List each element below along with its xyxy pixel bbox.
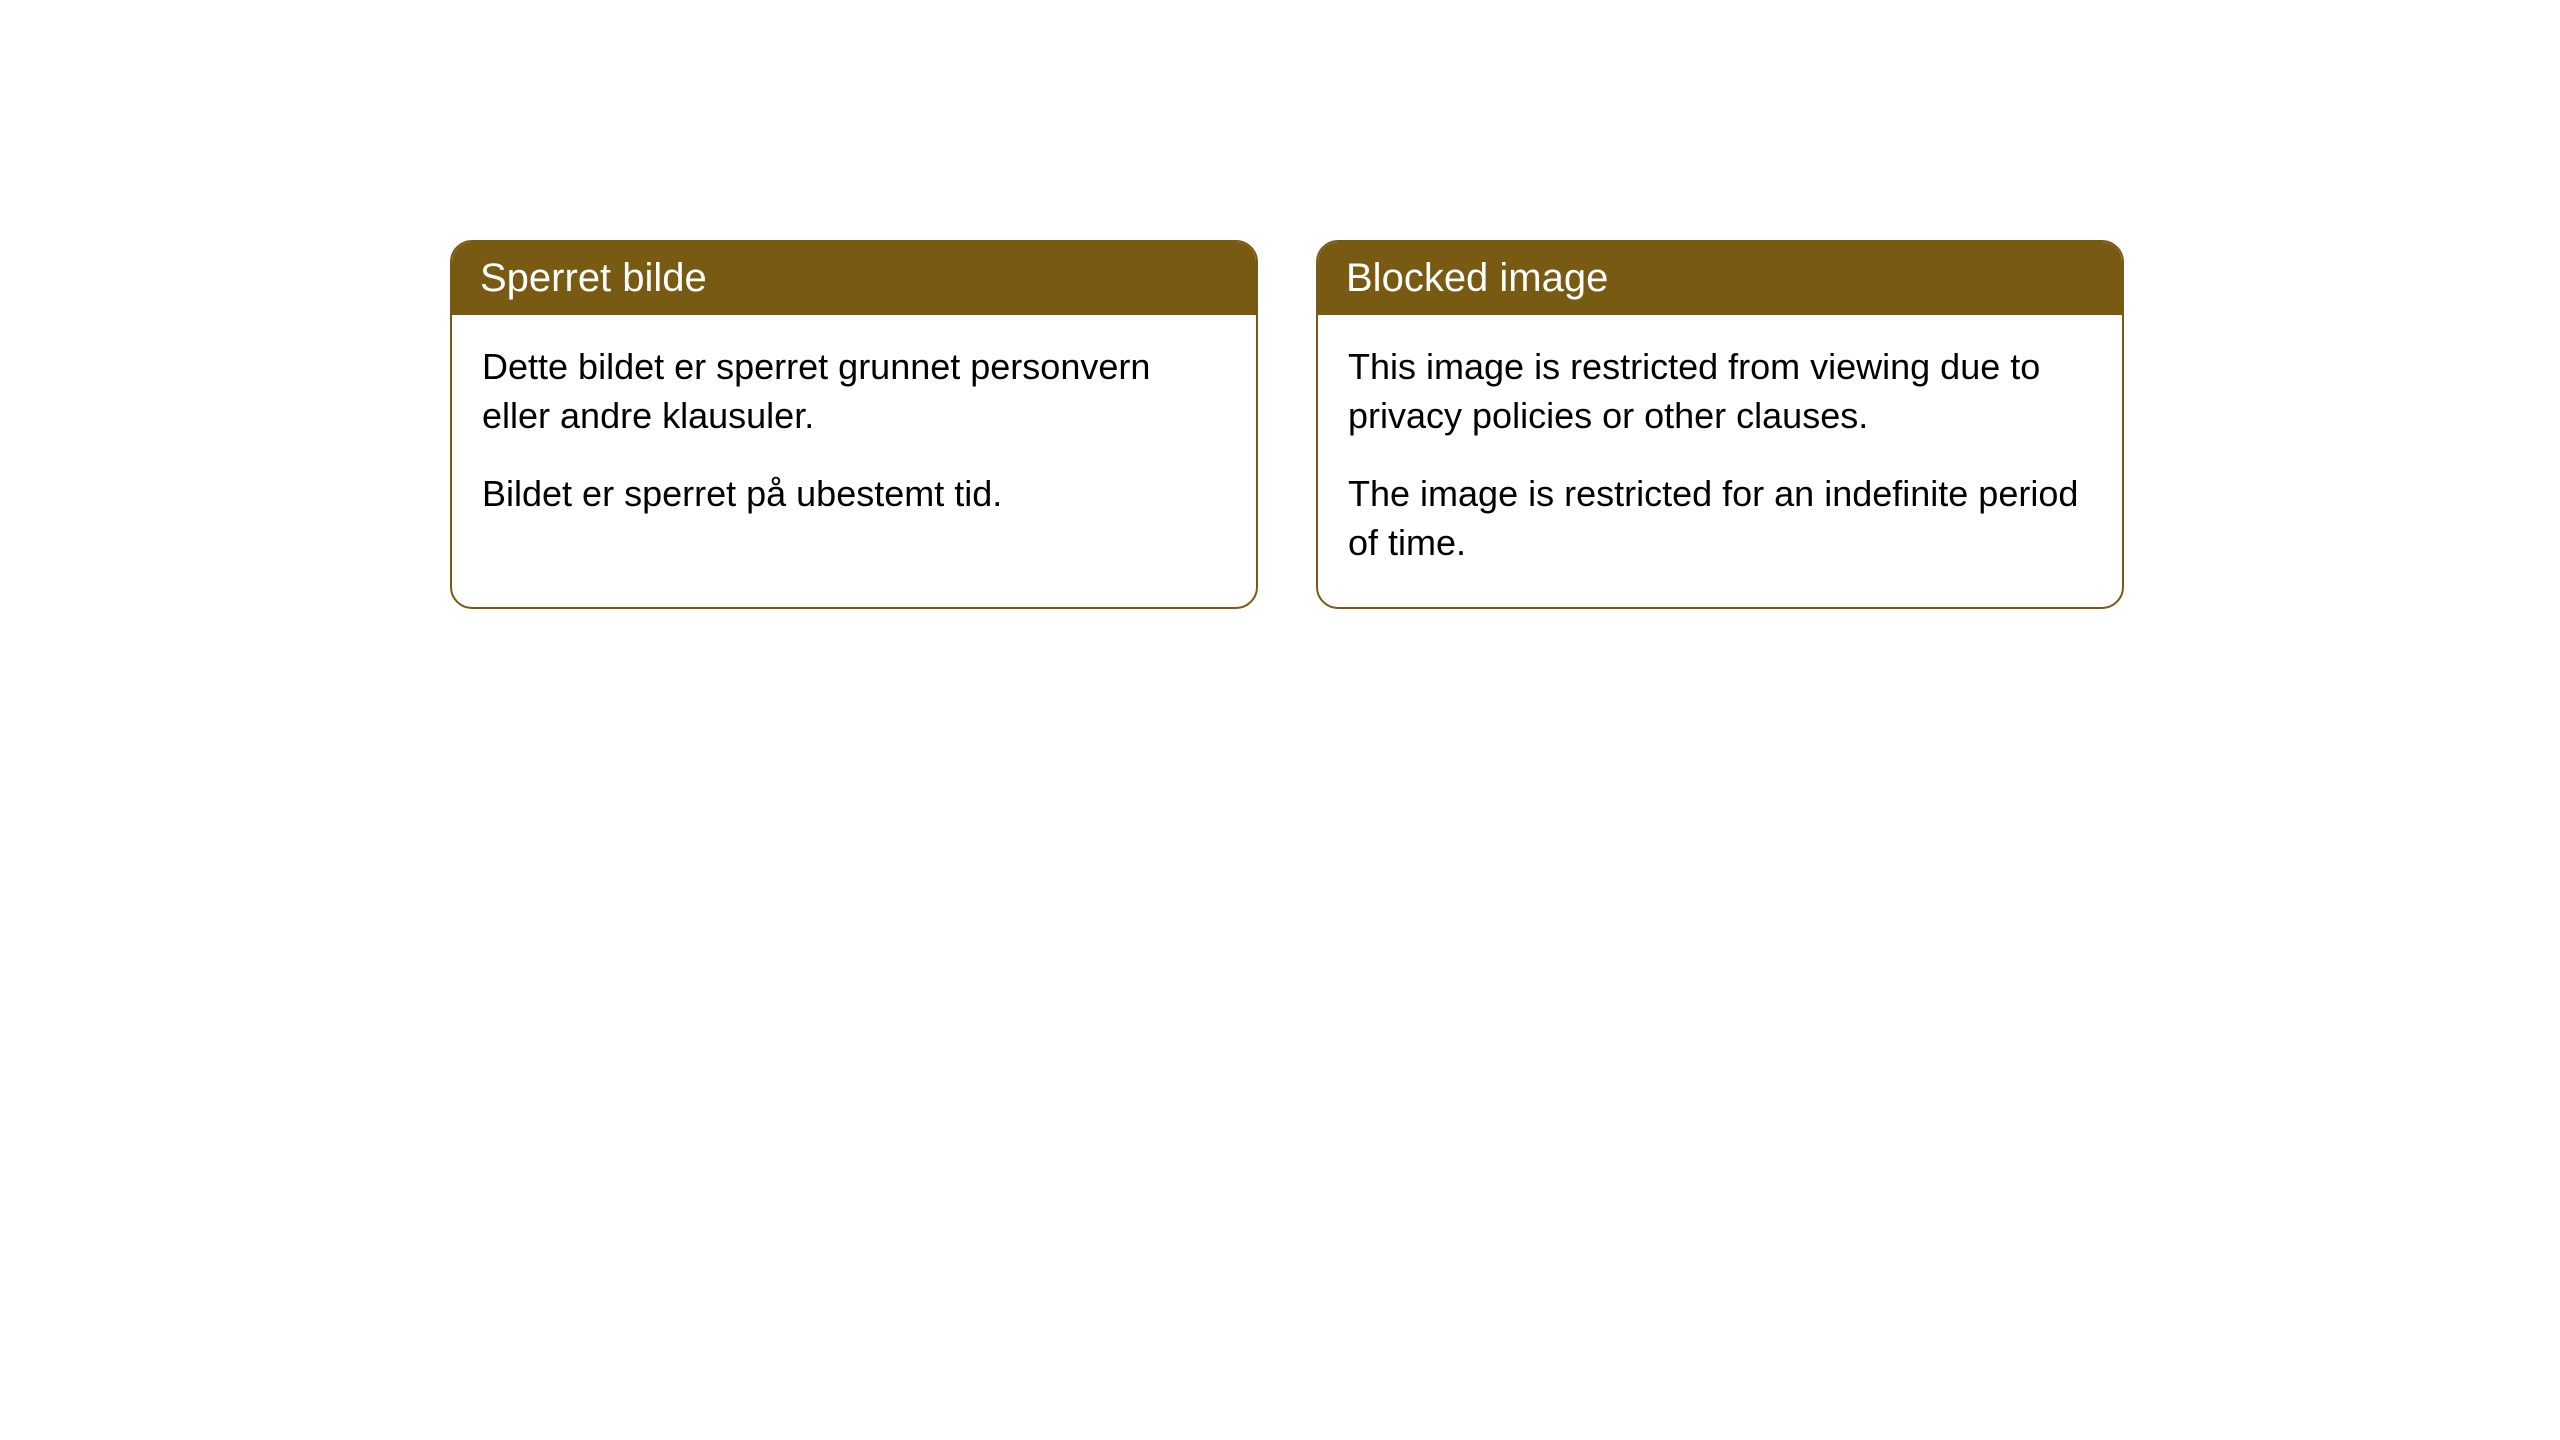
card-header-norwegian: Sperret bilde [452, 242, 1256, 315]
card-paragraph-1: This image is restricted from viewing du… [1348, 343, 2092, 440]
blocked-image-card-norwegian: Sperret bilde Dette bildet er sperret gr… [450, 240, 1258, 609]
card-header-english: Blocked image [1318, 242, 2122, 315]
card-title: Blocked image [1346, 256, 1608, 300]
card-paragraph-2: The image is restricted for an indefinit… [1348, 470, 2092, 567]
card-title: Sperret bilde [480, 256, 707, 300]
card-paragraph-1: Dette bildet er sperret grunnet personve… [482, 343, 1226, 440]
blocked-image-card-english: Blocked image This image is restricted f… [1316, 240, 2124, 609]
card-body-english: This image is restricted from viewing du… [1318, 315, 2122, 607]
notice-container: Sperret bilde Dette bildet er sperret gr… [450, 240, 2124, 609]
card-paragraph-2: Bildet er sperret på ubestemt tid. [482, 470, 1226, 519]
card-body-norwegian: Dette bildet er sperret grunnet personve… [452, 315, 1256, 559]
